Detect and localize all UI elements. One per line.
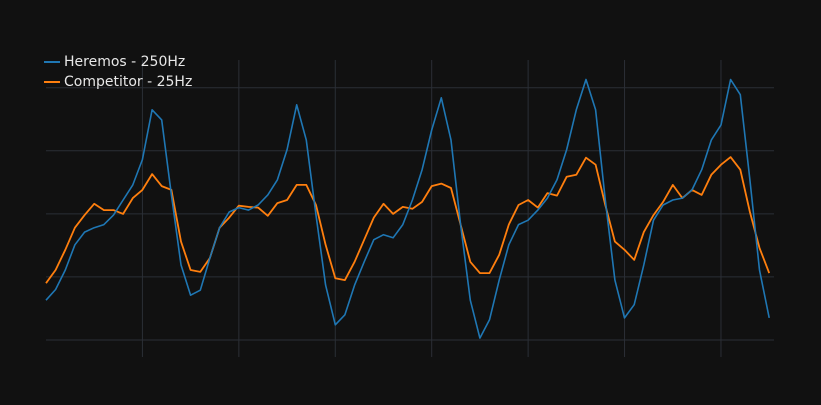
- series-line: [45, 156, 771, 284]
- series-line: [45, 78, 770, 339]
- legend-label: Heremos - 250Hz: [64, 54, 185, 70]
- legend-label: Competitor - 25Hz: [64, 74, 192, 90]
